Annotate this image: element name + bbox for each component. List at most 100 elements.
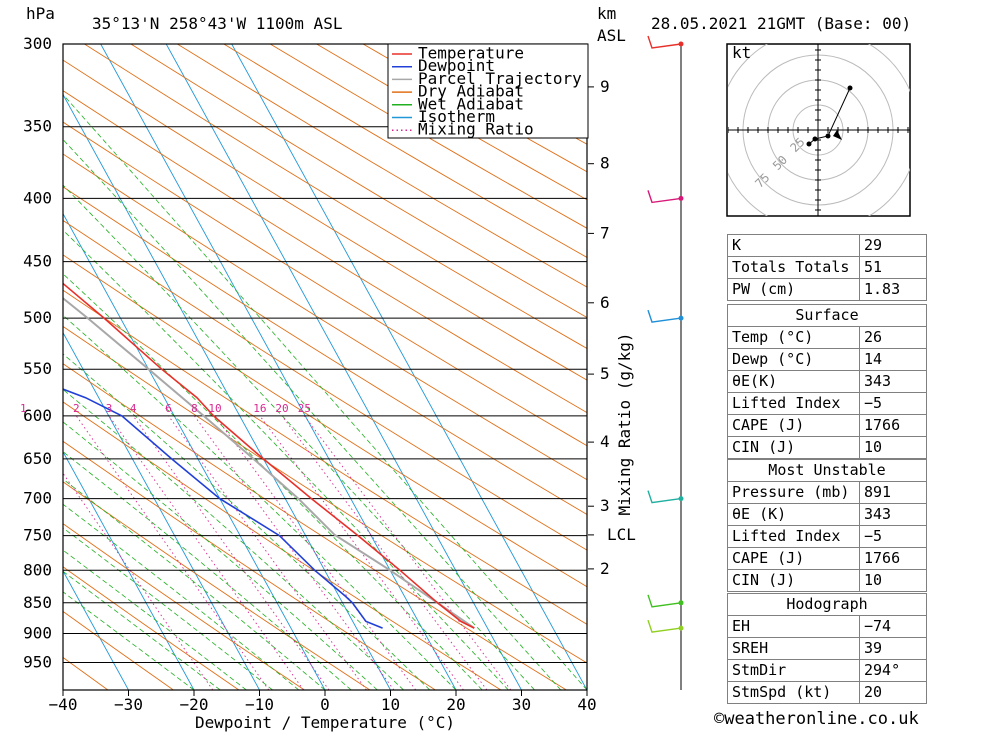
table-row: Pressure (mb) 891	[727, 481, 927, 504]
dry-adiabat-line	[63, 219, 587, 551]
dry-adiabat-line	[84, 44, 587, 349]
storm-motion-marker	[833, 130, 842, 140]
hodograph-point	[812, 136, 818, 142]
mixing-ratio-label: 4	[130, 402, 137, 415]
wet-adiabat-line	[63, 93, 587, 690]
table-row: Lifted Index −5	[727, 525, 927, 548]
table-row: Temp (°C) 26	[727, 326, 927, 349]
wet-adiabat-line	[63, 229, 509, 690]
legend-entry: Mixing Ratio	[418, 120, 534, 139]
table-row: CAPE (J) 1766	[727, 414, 927, 437]
hodograph-trace	[808, 87, 851, 145]
row-label: Dewp (°C)	[727, 348, 860, 371]
x-tick-label: −20	[180, 695, 209, 714]
table-row: CIN (J) 10	[727, 436, 927, 459]
hodograph-point	[806, 141, 812, 147]
x-tick-label: 30	[512, 695, 531, 714]
row-value: 1.83	[859, 278, 927, 301]
row-label: θE(K)	[727, 370, 860, 393]
row-value: 14	[859, 348, 927, 371]
isotherm-line	[231, 44, 587, 690]
pressure-tick-label: 400	[23, 188, 52, 207]
table-row: θE(K) 343	[727, 370, 927, 393]
km-tick-label: 3	[600, 496, 610, 515]
indices-table: K 29 Totals Totals 51 PW (cm) 1.83	[727, 234, 927, 301]
row-label: EH	[727, 615, 860, 638]
pressure-tick-label: 900	[23, 624, 52, 643]
pressure-tick-label: 850	[23, 593, 52, 612]
isotherm-line	[63, 450, 195, 690]
table-row: Dewp (°C) 14	[727, 348, 927, 371]
mixing-ratio-label: 6	[165, 402, 172, 415]
table-row: SREH 39	[727, 637, 927, 660]
row-label: Lifted Index	[727, 392, 860, 415]
row-value: 343	[859, 503, 927, 526]
row-value: 10	[859, 436, 927, 459]
dry-adiabat-line	[63, 59, 587, 381]
legend-entry: Temperature	[418, 44, 524, 63]
dewpoint-line	[63, 388, 383, 629]
mixing-ratio-label: 16	[253, 402, 266, 415]
row-value: 1766	[859, 547, 927, 570]
mixing-ratio-line	[132, 415, 330, 690]
credit-text: ©weatheronline.co.uk	[714, 709, 919, 729]
wind-barb	[647, 490, 682, 504]
mixing-ratio-line	[304, 415, 512, 690]
x-tick-label: −30	[114, 695, 143, 714]
table-row: θE (K) 343	[727, 503, 927, 526]
mixing-ratio-axis-label: Mixing Ratio (g/kg)	[615, 332, 634, 515]
row-value: −5	[859, 525, 927, 548]
row-label: Lifted Index	[727, 525, 860, 548]
x-tick-label: −10	[245, 695, 274, 714]
km-tick-label: 4	[600, 432, 610, 451]
legend-entry: Wet Adiabat	[418, 94, 524, 113]
dry-adiabat-line	[63, 440, 436, 690]
mixing-ratio-line	[259, 415, 464, 690]
dry-adiabat-line	[177, 44, 587, 288]
row-value: 10	[859, 569, 927, 592]
hodograph-stats-table: Hodograph EH −74 SREH 39 StmDir 294° StmSpd (k…	[727, 593, 927, 704]
mixing-ratio-line	[108, 415, 304, 690]
pressure-tick-label: 300	[23, 34, 52, 53]
dry-adiabat-line	[223, 44, 587, 258]
dry-adiabat-line	[63, 254, 587, 588]
dry-adiabat-line	[130, 44, 587, 318]
wind-barb	[647, 594, 682, 608]
table-row: EH −74	[727, 615, 927, 638]
mixing-ratio-label: 3	[106, 402, 113, 415]
wet-adiabat-line	[63, 503, 300, 690]
row-value: 39	[859, 637, 927, 660]
wind-barb	[647, 619, 682, 633]
row-label: SREH	[727, 637, 860, 660]
dry-adiabat-line	[63, 610, 174, 690]
dry-adiabat-line	[63, 523, 305, 690]
mixing-ratio-label: 25	[298, 402, 311, 415]
wet-adiabat-line	[63, 273, 483, 690]
mixing-ratio-label: 2	[73, 402, 80, 415]
most-unstable-table: Most Unstable Pressure (mb) 891 θE (K) 343 L…	[727, 459, 927, 592]
row-value: 29	[859, 234, 927, 257]
km-tick-label: 6	[600, 293, 610, 312]
row-label: Totals Totals	[727, 256, 860, 279]
wet-adiabat-line	[63, 451, 352, 690]
pressure-tick-label: 950	[23, 653, 52, 672]
mixing-ratio-line	[75, 415, 270, 690]
legend-entry: Dry Adiabat	[418, 82, 524, 101]
row-label: Pressure (mb)	[727, 481, 860, 504]
mixing-ratio-label: 20	[275, 402, 288, 415]
x-tick-label: 10	[381, 695, 400, 714]
hodograph-unit-label: kt	[732, 43, 751, 62]
km-tick-label: 8	[600, 154, 610, 173]
dry-adiabat-line	[63, 325, 587, 664]
pressure-tick-label: 550	[23, 359, 52, 378]
row-label: PW (cm)	[727, 278, 860, 301]
km-tick-label: 5	[600, 364, 610, 383]
wet-adiabat-line	[63, 527, 273, 690]
row-value: −74	[859, 615, 927, 638]
table-row: StmSpd (kt) 20	[727, 681, 927, 704]
mixing-ratio-label: 8	[191, 402, 198, 415]
row-label: K	[727, 234, 860, 257]
